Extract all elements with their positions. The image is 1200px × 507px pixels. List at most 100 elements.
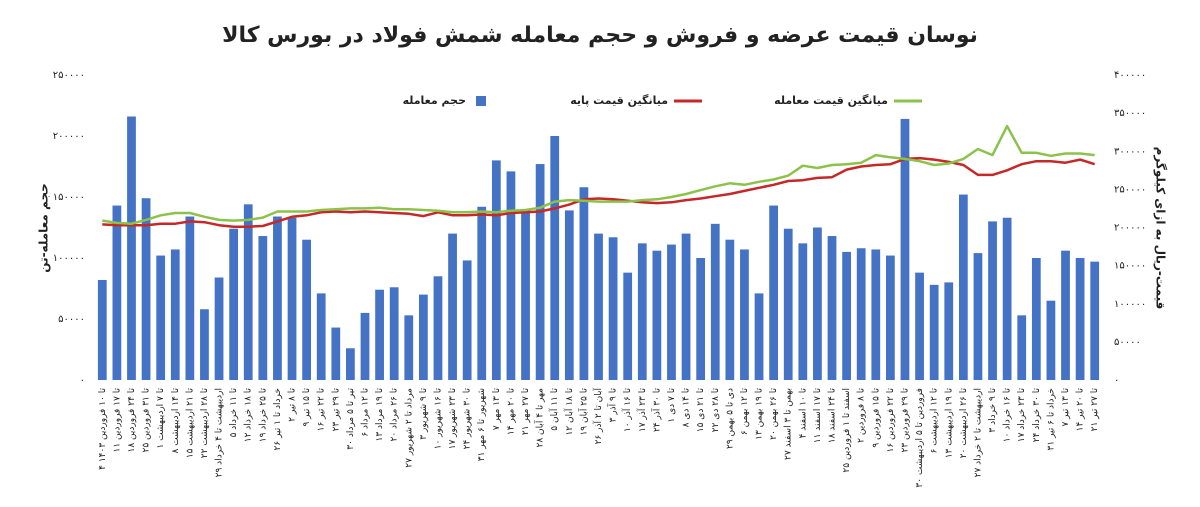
x-tick-label: ۴ تا ۱۰ فروردین ۱۴۰۳ [98,388,108,470]
x-tick-label: ۱۳ تا ۱۹ اردیبهشت [944,388,954,459]
x-tick-label: ۲۰ تا ۲۶ بهمن [769,388,779,440]
y-tick-label: ۱۰۰۰۰۰ [53,253,85,264]
y2-tick-label: ۳۰۰۰۰۰ [1114,146,1146,157]
x-tick-label: ۲۶ آبان تا ۲ آذر [592,388,604,445]
bar [462,260,472,380]
x-tick-label: ۶ تا ۱۲ مرداد [360,388,370,437]
bar [521,210,530,380]
x-tick-label: ۷ تا ۱۳ تیر [1061,388,1071,427]
y2-tick-label: ۴۰۰۰۰۰ [1114,70,1146,81]
legend-label: میانگین قیمت پایه [570,94,668,107]
bar [915,272,924,380]
bar [346,348,355,380]
bar [769,205,779,380]
x-tick-label: ۶ تا ۱۲ اردیبهشت [930,388,940,454]
bar [754,293,764,380]
bar [871,249,881,380]
x-tick-label: ۱۳ تا ۱۹ بهمن [755,388,765,440]
line [102,156,1096,228]
x-tick-label: ۲۶ خرداد تا ۱ تیر [273,388,283,450]
bar [200,309,209,380]
y2-axis-title: قیمت-ریال به ازای کیلوگرم [1153,147,1168,310]
x-tick-label: ۹ تا ۱۵ فروردین [871,388,881,448]
x-tick-label: ۱۸ تا ۲۴ اسفند [828,388,838,444]
x-tick-label: ۱۸ تا ۲۴ فروردین [127,388,137,453]
chart-title: نوسان قیمت عرضه و فروش و حجم معامله شمش … [222,23,978,48]
x-tick-label: ۲۰ تا ۲۶ اردیبهشت [959,388,969,459]
bar [1061,250,1070,380]
legend-label: میانگین قیمت معامله [774,94,888,107]
bar [696,258,706,380]
bar [418,294,428,380]
x-tick-label: ۳ تا ۹ آذر [607,388,619,423]
x-tick-label: ۲۴ تا ۳۰ آذر [650,388,662,433]
bar [156,255,166,380]
bar [740,249,749,380]
bar [375,289,384,380]
x-tick-label: ۲۷ اردیبهشت تا ۲ خرداد [973,388,983,477]
y-tick-label: ۵۰۰۰۰ [58,314,85,325]
y2-tick-label: ۵۰۰۰۰ [1114,337,1141,348]
y2-tick-label: ۳۵۰۰۰۰ [1114,108,1146,119]
x-tick-label: ۲۹ اردیبهشت تا ۴ خرداد [215,388,225,477]
bar [1075,258,1085,380]
x-tick-label: ۱۰ تا ۱۶ خرداد [1003,388,1013,443]
bar [1002,217,1012,380]
bar [652,250,662,380]
bar [623,272,633,380]
x-tick-label: ۲۰ تا ۲۶ مرداد [390,388,400,442]
bar [1090,261,1100,380]
x-tick-label: ۲۵ اسفند تا ۱ فروردین [842,388,852,473]
bar [783,228,793,380]
y-axis-title: حجم معامله-تن [37,183,51,272]
x-tick-label: ۱۰ تا ۱۶ آذر [621,388,633,433]
bar [491,160,501,380]
x-tick-label: ۲۷ مرداد تا ۲ شهریور [404,388,414,468]
x-tick-label: ۱ تا ۷ اردیبهشت [156,388,166,449]
bar [813,227,822,380]
bar [360,312,370,380]
x-tick-label: ۳۱ شهریور تا ۶ مهر [477,388,487,461]
bar [1017,315,1027,380]
x-tick-label: ۳۰ فروردین تا ۵ اردیبهشت [915,388,925,488]
bar [170,249,180,380]
x-tick-label: ۲ تا ۸ تیر [288,388,298,422]
x-tick-label: ۸ تا ۱۴ اردیبهشت [171,388,181,454]
bar [433,276,443,380]
x-tick-label: ۲۲ تا ۲۸ دی [711,388,721,433]
x-tick-label: ۳ تا ۹ خرداد [988,388,998,433]
x-tick-label: ۱۷ تا ۲۳ آذر [636,388,648,433]
x-tick-label: ۱۹ تا ۲۵ آبان [577,388,589,436]
bar [710,223,720,380]
bar [229,228,239,380]
bar [316,293,326,380]
x-tick-label: ۲ تا ۸ فروردین [857,388,867,443]
y-tick-label: ۰ [80,375,85,386]
bar [958,194,968,380]
bar [506,171,516,380]
x-tick-label: ۴ تا ۱۰ اسفند [798,388,808,439]
x-tick-label: ۶ تا ۱۲ بهمن [740,388,750,436]
bar [185,216,195,380]
bar [214,277,224,380]
bar [141,198,151,380]
bar [608,237,618,380]
y2-tick-label: ۲۰۰۰۰۰ [1114,223,1146,234]
bar [127,116,136,380]
x-tick-label: ۷ تا ۱۳ مهر [492,388,502,431]
x-tick-label: ۱۱ تا ۱۷ فروردین [112,388,122,453]
bar [842,251,851,380]
bar [448,233,457,380]
bar [1031,258,1041,380]
x-tick-label: ۱۷ تا ۲۳ خرداد [1017,388,1027,443]
bar [886,255,895,380]
x-tick-label: ۲۳ تا ۲۹ تیر [331,388,341,432]
y2-tick-label: ۱۰۰۰۰۰ [1114,299,1146,310]
x-tick-label: ۹ تا ۱۵ تیر [302,388,312,427]
x-tick-label: ۱۹ تا ۲۵ خرداد [258,388,268,443]
bar [944,282,954,380]
y2-tick-label: ۰ [1114,375,1119,386]
y-tick-label: ۱۵۰۰۰۰ [53,192,85,203]
bar [331,327,341,380]
bar [827,236,837,380]
